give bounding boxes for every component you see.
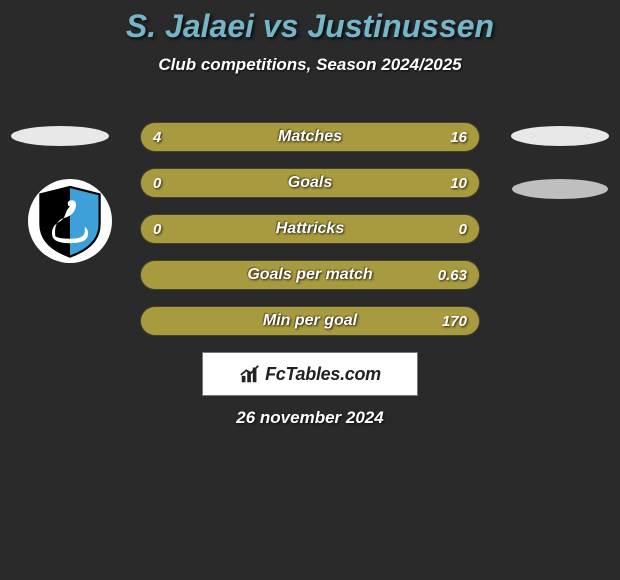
player-left-avatar-placeholder: [11, 126, 109, 146]
bar-chart-icon: [239, 363, 261, 385]
subtitle: Club competitions, Season 2024/2025: [0, 55, 620, 75]
stat-right-value: 16: [438, 123, 479, 151]
stat-row: Min per goal170: [140, 306, 480, 336]
club-badge-icon: [33, 184, 107, 258]
stat-left-value: [141, 307, 165, 335]
site-logo-text: FcTables.com: [265, 364, 381, 385]
stat-row: Goals0 10: [140, 168, 480, 198]
stat-left-value: [141, 261, 165, 289]
stat-row: Goals per match0.63: [140, 260, 480, 290]
date-label: 26 november 2024: [0, 408, 620, 428]
stat-left-value: 0: [141, 215, 173, 243]
stat-row: Hattricks0 0: [140, 214, 480, 244]
page-title: S. Jalaei vs Justinussen: [0, 0, 620, 45]
stat-row: Matches4 16: [140, 122, 480, 152]
stat-left-value: 0: [141, 169, 173, 197]
player-right-club-placeholder: [512, 179, 608, 199]
stat-label: Hattricks: [141, 215, 479, 243]
site-logo: FcTables.com: [202, 352, 418, 396]
stat-right-value: 10: [438, 169, 479, 197]
stat-right-value: 170: [430, 307, 479, 335]
stat-right-value: 0.63: [426, 261, 479, 289]
player-left-club-badge: [28, 179, 112, 263]
stat-left-value: 4: [141, 123, 173, 151]
stat-right-value: 0: [447, 215, 479, 243]
stat-label: Min per goal: [141, 307, 479, 335]
player-right-avatar-placeholder: [511, 126, 609, 146]
stat-label: Matches: [141, 123, 479, 151]
stats-container: Matches416Goals010Hattricks00Goals per m…: [140, 122, 480, 352]
stat-label: Goals: [141, 169, 479, 197]
